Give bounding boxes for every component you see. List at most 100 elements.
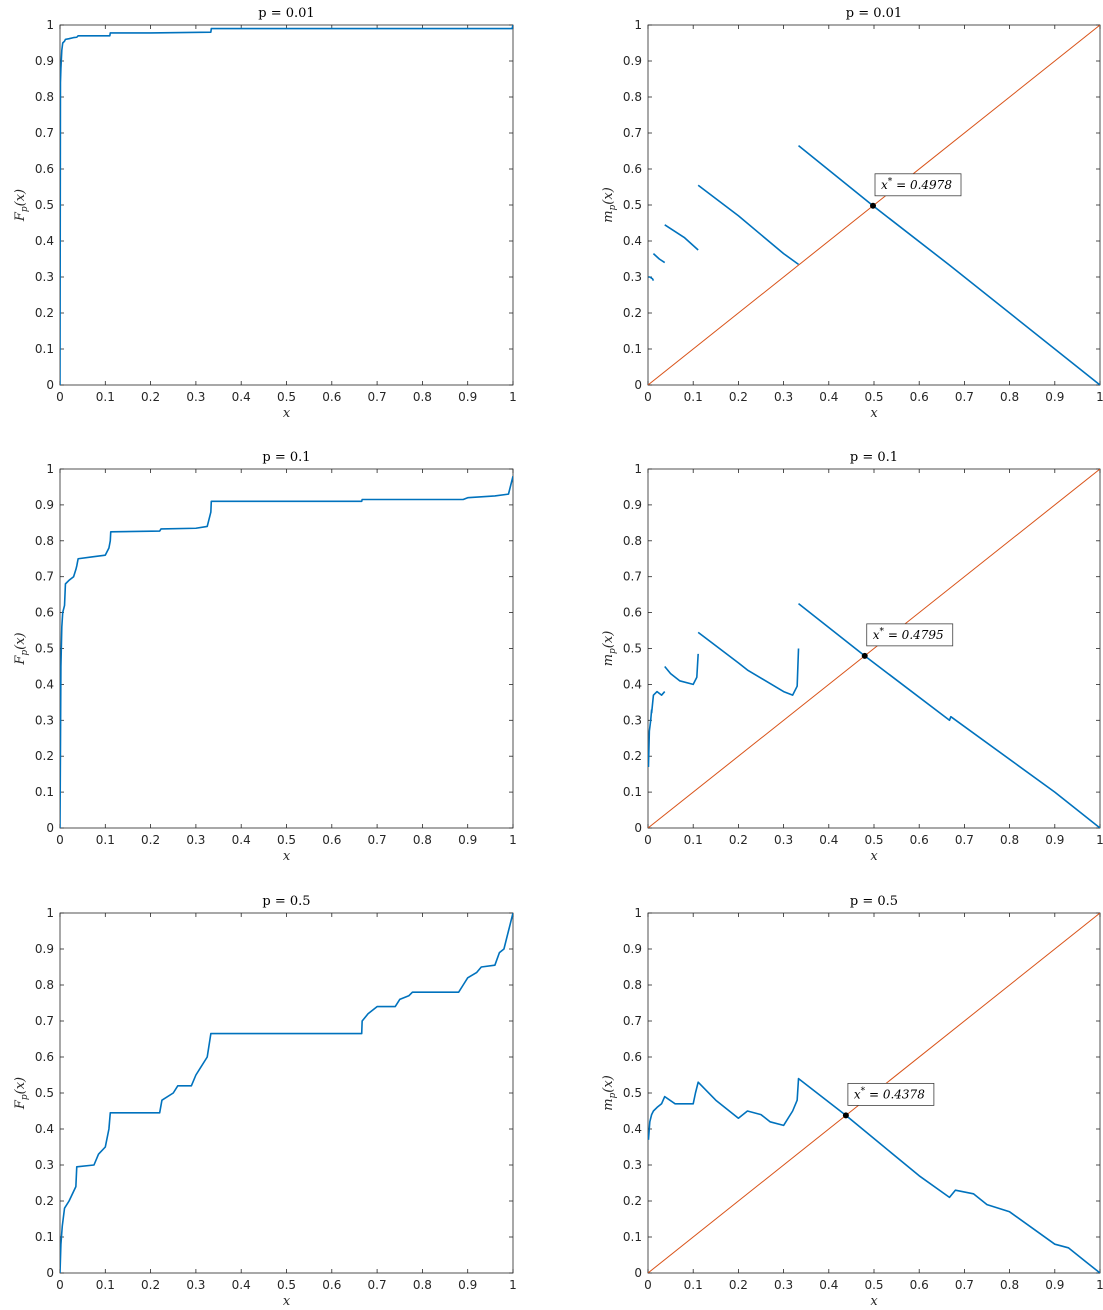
y-tick-label: 0.7 [35,570,54,584]
y-tick-label: 0.5 [623,198,642,212]
x-tick-label: 0.3 [774,390,793,404]
y-tick-label: 0.5 [35,198,54,212]
x-tick-label: 0.8 [1000,390,1019,404]
y-tick-label: 0.4 [35,234,54,248]
y-tick-label: 0.4 [35,1122,54,1136]
y-tick-label: 1 [46,18,54,32]
x-tick-label: 0.7 [955,390,974,404]
x-tick-label: 0.6 [910,390,929,404]
y-tick-label: 0.4 [623,1122,642,1136]
x-tick-label: 0.5 [277,390,296,404]
y-tick-label: 0.9 [35,54,54,68]
x-tick-label: 0.3 [186,390,205,404]
x-tick-label: 0.2 [729,833,748,847]
x-tick-label: 0.6 [322,833,341,847]
x-tick-label: 0.4 [232,1278,251,1292]
series-line [650,690,666,714]
annotation-box [866,623,954,647]
y-tick-label: 0.8 [35,978,54,992]
x-tick-label: 1 [1096,390,1103,404]
y-tick-label: 0.6 [623,606,642,620]
series-line [664,653,699,686]
panel-title: p = 0.5 [262,894,310,909]
x-tick-label: 0.9 [1045,1278,1064,1292]
series-line [697,184,799,266]
y-tick-label: 0.3 [35,1158,54,1172]
x-tick-label: 0.8 [1000,1278,1019,1292]
x-tick-label: 0.2 [729,1278,748,1292]
x-tick-label: 0.5 [864,833,883,847]
y-tick-label: 0.3 [623,1158,642,1172]
y-tick-label: 0.1 [35,1230,54,1244]
y-tick-label: 1 [634,18,642,32]
x-tick-label: 0.3 [186,833,205,847]
x-tick-label: 0.2 [141,833,160,847]
series-line [60,913,513,1273]
y-tick-label: 0.7 [35,1014,54,1028]
y-tick-label: 0.1 [35,342,54,356]
x-axis-label: x [283,1294,291,1309]
x-axis-label: x [283,849,291,864]
y-tick-label: 0.3 [623,713,642,727]
annotation-box [847,1082,935,1106]
x-tick-label: 0.7 [368,390,387,404]
x-tick-label: 0.4 [819,1278,838,1292]
annotation-box [874,173,962,197]
x-tick-label: 0.5 [864,1278,883,1292]
y-tick-label: 0.6 [623,1050,642,1064]
x-tick-label: 0.5 [277,833,296,847]
x-tick-label: 0 [644,833,652,847]
x-tick-label: 0 [56,1278,64,1292]
y-tick-label: 0.3 [35,713,54,727]
series-line [652,253,666,264]
x-tick-label: 0.5 [277,1278,296,1292]
y-axis-label: mp(x) [601,1075,618,1111]
x-tick-label: 0.1 [684,390,703,404]
series-line [60,25,513,385]
series-line [648,709,653,767]
x-tick-label: 0.2 [141,1278,160,1292]
y-tick-label: 0.5 [623,1086,642,1100]
y-tick-label: 0.9 [35,942,54,956]
series-line [697,631,800,696]
x-axis-label: x [870,1294,878,1309]
annotation-label: x* = 0.4978 [881,177,952,192]
y-tick-label: 0.3 [623,270,642,284]
y-tick-label: 0.2 [35,749,54,763]
y-tick-label: 0 [46,378,54,392]
panel-title: p = 0.01 [846,6,902,21]
y-tick-label: 1 [634,462,642,476]
annotation-label: x* = 0.4795 [873,627,944,642]
x-tick-label: 0.7 [955,1278,974,1292]
y-tick-label: 0.6 [623,162,642,176]
x-tick-label: 0.9 [458,833,477,847]
y-tick-label: 0.2 [35,1194,54,1208]
x-tick-label: 0.4 [819,833,838,847]
y-tick-label: 0.8 [623,90,642,104]
y-tick-label: 0.6 [35,1050,54,1064]
x-tick-label: 1 [509,1278,517,1292]
y-tick-label: 1 [634,906,642,920]
y-axis-label: Fp(x) [13,632,30,665]
panel-title: p = 0.01 [258,6,314,21]
annotation-label: x* = 0.4378 [854,1086,925,1101]
panel-cdf-p001: 0 0.1 0.2 0.3 0.4 0.5 0.6 0.7 0.8 0.9 1 0 0.1 0.2 0.3 0… [13,6,517,421]
x-tick-label: 1 [1096,1278,1103,1292]
x-tick-label: 0.5 [864,390,883,404]
panel-cdf-p05: 0 0.1 0.2 0.3 0.4 0.5 0.6 0.7 0.8 0.9 1 0 0.1 0.2 0.3 0… [13,894,517,1309]
panel-title: p = 0.5 [850,894,898,909]
x-axis-label: x [870,406,878,421]
x-tick-label: 0.2 [141,390,160,404]
x-tick-label: 0.3 [774,1278,793,1292]
y-tick-label: 0.6 [35,162,54,176]
y-tick-label: 0.1 [35,785,54,799]
panel-map-p01: 0 0.1 0.2 0.3 0.4 0.5 0.6 0.7 0.8 0.9 1 0 0.1 0.2 0.3 0… [601,450,1103,864]
fixed-point-marker [870,202,877,209]
x-tick-label: 0.1 [96,390,115,404]
y-tick-label: 0.9 [35,498,54,512]
series-line [60,475,513,828]
x-tick-label: 0.1 [684,1278,703,1292]
panel-cdf-p01: 0 0.1 0.2 0.3 0.4 0.5 0.6 0.7 0.8 0.9 1 0 0.1 0.2 0.3 0… [13,450,517,864]
x-tick-label: 0 [644,390,652,404]
y-tick-label: 0.8 [35,534,54,548]
